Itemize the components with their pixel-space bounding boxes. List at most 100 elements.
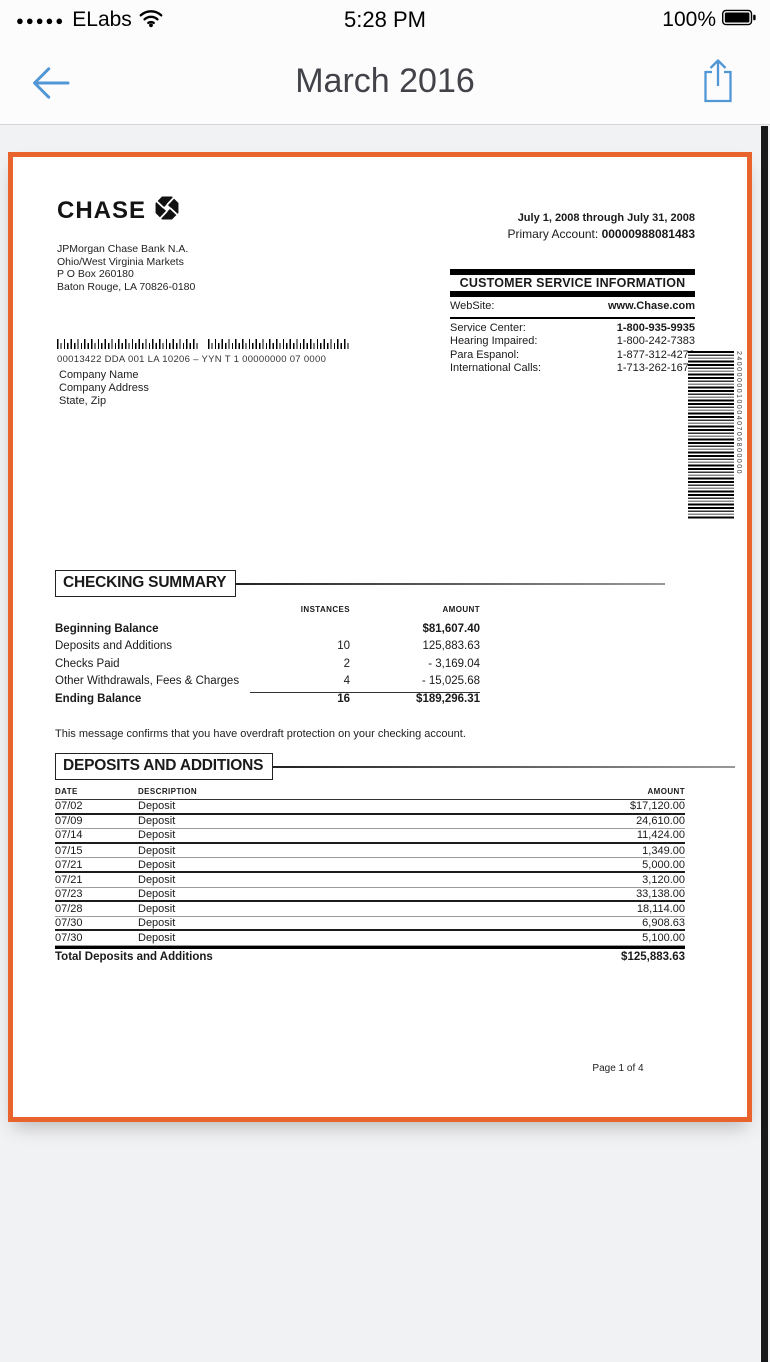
share-button[interactable]	[700, 55, 736, 107]
cs-row-website: WebSite: www.Chase.com	[450, 300, 695, 319]
deposit-amount: $17,120.00	[629, 800, 685, 813]
summary-row: Checks Paid 2 - 3,169.04	[55, 655, 480, 673]
battery-icon	[722, 9, 756, 31]
customer-service-box: CUSTOMER SERVICE INFORMATION WebSite: ww…	[450, 269, 695, 376]
table-row: 07/30 Deposit 6,908.63	[55, 917, 685, 932]
deposit-amount: 3,120.00	[642, 873, 685, 886]
deposit-description: Deposit	[138, 800, 176, 813]
checking-summary-table: INSTANCES AMOUNT Beginning Balance $81,6…	[55, 605, 480, 708]
deposit-date: 07/14	[55, 829, 83, 842]
deposit-amount: 1,349.00	[642, 844, 685, 857]
deposit-description: Deposit	[138, 887, 176, 900]
deposit-amount: 6,908.63	[642, 917, 685, 930]
deposit-description: Deposit	[138, 917, 176, 930]
adjacent-page-edge	[761, 126, 768, 1362]
cs-row-service-center: Service Center: 1-800-935-9935	[450, 321, 695, 334]
checking-summary-title: CHECKING SUMMARY	[55, 570, 237, 597]
statement-document[interactable]: CHASE JPMorgan Chase Bank N.A. Ohio/West…	[8, 152, 752, 1122]
deposit-description: Deposit	[138, 932, 176, 945]
deposit-description: Deposit	[138, 829, 176, 842]
vertical-barcode-digits: 24000000100040706800000	[735, 351, 742, 476]
summary-amount: - 3,169.04	[428, 657, 480, 670]
deposit-description: Deposit	[138, 844, 176, 857]
summary-label: Ending Balance	[55, 692, 142, 705]
table-row: 07/30 Deposit 5,100.00	[55, 931, 685, 946]
summary-amount: 125,883.63	[422, 640, 480, 653]
deposits-title: DEPOSITS AND ADDITIONS	[55, 753, 274, 780]
summary-row: Deposits and Additions 10 125,883.63	[55, 638, 480, 656]
divider	[273, 765, 735, 768]
cs-row-international: International Calls: 1-713-262-1679	[450, 362, 695, 374]
page-number: Page 1 of 4	[592, 1063, 644, 1074]
summary-row: Other Withdrawals, Fees & Charges 4 - 15…	[55, 673, 480, 691]
summary-instances: 4	[343, 675, 350, 688]
summary-label: Checks Paid	[55, 657, 120, 670]
summary-amount: - 15,025.68	[421, 675, 480, 688]
summary-instances: 16	[250, 692, 350, 705]
deposit-date: 07/23	[55, 887, 83, 900]
deposit-amount: 24,610.00	[636, 815, 685, 828]
back-button[interactable]	[26, 58, 76, 108]
deposit-amount: 5,000.00	[642, 858, 685, 871]
mail-code-line: 00013422 DDA 001 LA 10206 – YYN T 1 0000…	[57, 354, 327, 365]
deposit-amount: 5,100.00	[642, 932, 685, 945]
deposit-date: 07/21	[55, 858, 83, 871]
chase-octagon-icon	[154, 195, 180, 226]
deposit-date: 07/02	[55, 800, 83, 813]
statement-period: July 1, 2008 through July 31, 2008	[517, 212, 695, 224]
customer-service-title: CUSTOMER SERVICE INFORMATION	[459, 276, 686, 290]
summary-amount: $81,607.40	[422, 622, 480, 635]
table-row: 07/28 Deposit 18,114.00	[55, 902, 685, 917]
summary-label: Other Withdrawals, Fees & Charges	[55, 675, 240, 688]
table-row: 07/21 Deposit 5,000.00	[55, 858, 685, 873]
deposits-table: DATE DESCRIPTION AMOUNT 07/02 Deposit $1…	[55, 787, 685, 965]
summary-instances: 10	[337, 640, 350, 653]
table-row: 07/23 Deposit 33,138.00	[55, 888, 685, 903]
divider	[450, 291, 695, 297]
summary-label: Beginning Balance	[55, 622, 159, 635]
recipient-address: Company Name Company Address State, Zip	[59, 369, 149, 407]
deposit-description: Deposit	[138, 902, 176, 915]
deposit-date: 07/15	[55, 844, 83, 857]
page-title: March 2016	[295, 62, 475, 100]
postal-barcode-icon	[57, 339, 349, 349]
deposit-amount: 33,138.00	[636, 887, 685, 900]
overdraft-message: This message confirms that you have over…	[55, 728, 466, 740]
deposit-date: 07/30	[55, 917, 83, 930]
nav-bar: March 2016	[0, 40, 770, 125]
bank-address: JPMorgan Chase Bank N.A. Ohio/West Virgi…	[57, 243, 196, 293]
summary-instances: 2	[343, 657, 350, 670]
deposit-date: 07/21	[55, 873, 83, 886]
signal-dots-icon: ●●●●●	[16, 13, 66, 28]
table-row: 07/02 Deposit $17,120.00	[55, 800, 685, 815]
summary-header-row: INSTANCES AMOUNT	[300, 605, 480, 614]
table-row: 07/09 Deposit 24,610.00	[55, 815, 685, 830]
status-bar: ●●●●● ELabs 5:28 PM 100%	[0, 0, 770, 40]
cs-row-para-espanol: Para Espanol: 1-877-312-4273	[450, 348, 695, 361]
table-row: 07/14 Deposit 11,424.00	[55, 829, 685, 844]
chase-logo-text: CHASE	[57, 196, 147, 224]
carrier-label: ELabs	[72, 8, 132, 31]
deposit-description: Deposit	[138, 858, 176, 871]
clock-label: 5:28 PM	[344, 7, 426, 32]
summary-label: Deposits and Additions	[55, 640, 172, 653]
summary-row: Ending Balance 16 $189,296.31	[55, 690, 480, 708]
deposit-date: 07/09	[55, 815, 83, 828]
battery-percent-label: 100%	[662, 8, 716, 31]
deposit-amount: 18,114.00	[636, 902, 685, 915]
primary-account-label: Primary Account:	[507, 227, 599, 241]
divider	[450, 269, 695, 275]
deposit-date: 07/30	[55, 932, 83, 945]
wifi-icon	[139, 8, 163, 33]
primary-account-number: 00000988081483	[601, 227, 695, 241]
deposits-header-row: DATE DESCRIPTION AMOUNT	[55, 787, 685, 800]
table-row: 07/15 Deposit 1,349.00	[55, 844, 685, 859]
primary-account: Primary Account: 00000988081483	[508, 227, 695, 241]
chase-logo: CHASE	[57, 195, 180, 226]
deposit-amount: 11,424.00	[636, 829, 685, 842]
table-row: 07/21 Deposit 3,120.00	[55, 873, 685, 888]
summary-row: Beginning Balance $81,607.40	[55, 620, 480, 638]
deposits-total-row: Total Deposits and Additions $125,883.63	[55, 945, 685, 965]
divider	[236, 582, 665, 585]
deposit-description: Deposit	[138, 815, 176, 828]
